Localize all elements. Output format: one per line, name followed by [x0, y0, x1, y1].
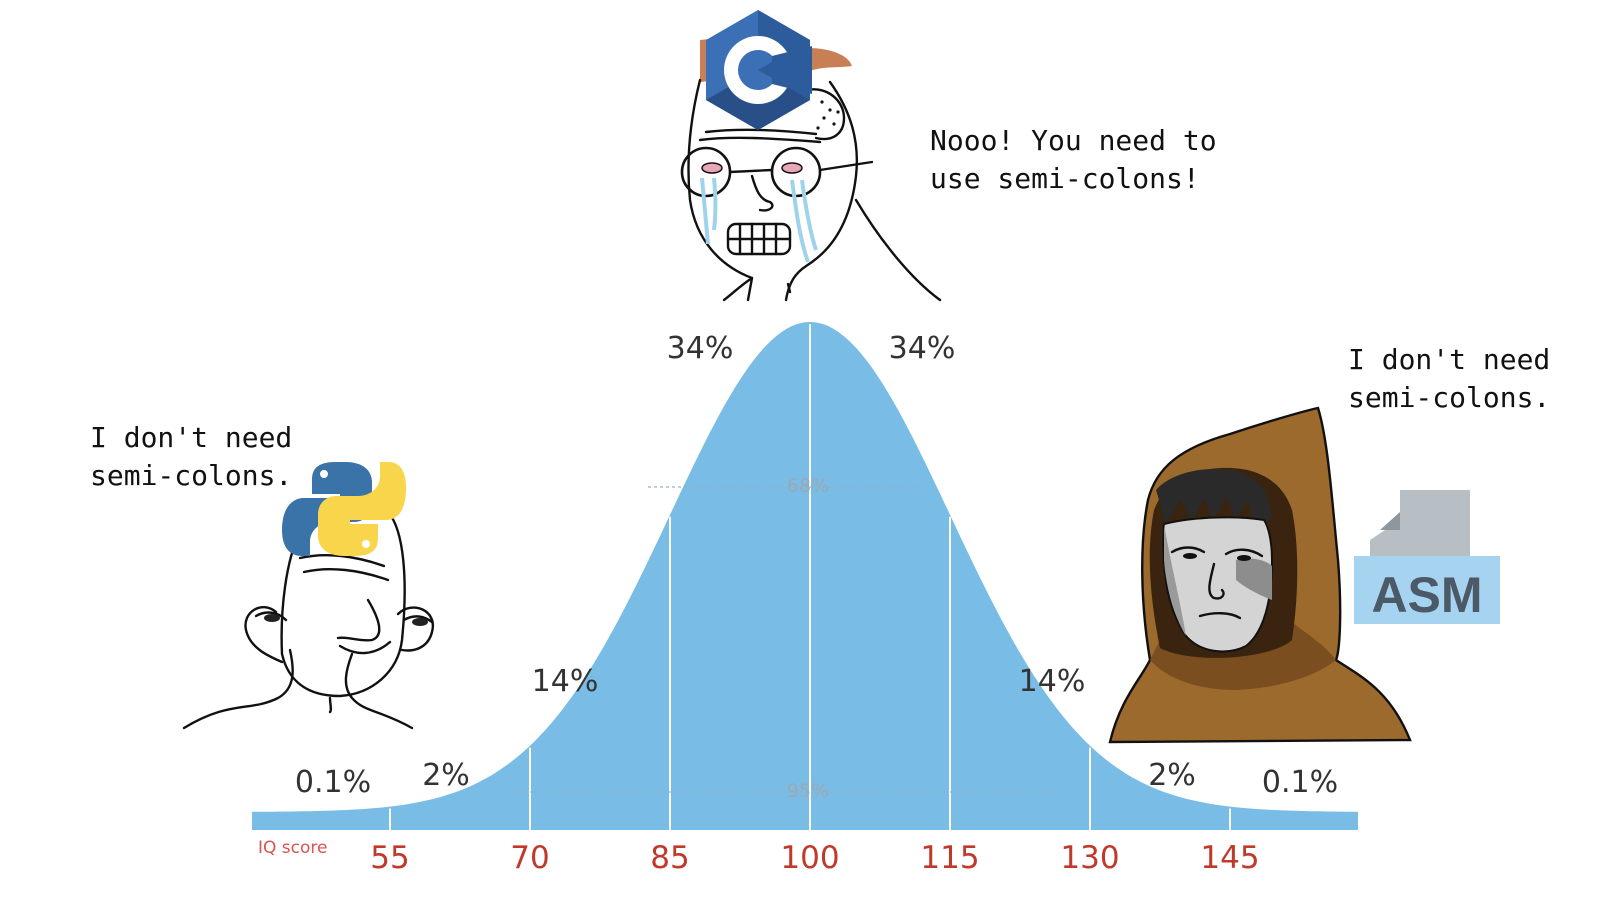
- range-label-68: 68%: [787, 475, 829, 497]
- asm-logo: ASM: [1354, 490, 1500, 624]
- middle-caption: Nooo! You need to use semi-colons!: [930, 124, 1217, 195]
- sd-divider-lines: [389, 324, 1231, 830]
- band-label-right-tail: 0.1%: [1262, 765, 1338, 800]
- range-label-95: 95%: [787, 780, 829, 802]
- right-caption-line-1: I don't need: [1348, 343, 1550, 376]
- x-tick-label-100: 100: [780, 840, 839, 876]
- left-wojak-eye-right: [412, 618, 428, 626]
- left-caption-line-2: semi-colons.: [90, 459, 292, 492]
- x-tick-label-55: 55: [370, 840, 409, 876]
- band-label-right-34pct: 34%: [889, 331, 956, 366]
- x-axis-label: IQ score: [258, 838, 327, 858]
- middle-caption-line-2: use semi-colons!: [930, 162, 1200, 195]
- x-tick-label-130: 130: [1060, 840, 1119, 876]
- middle-crying-wojak-character: [680, 10, 942, 302]
- right-caption: I don't need semi-colons.: [1348, 343, 1550, 414]
- asm-logo-text: ASM: [1371, 567, 1482, 623]
- middle-caption-line-1: Nooo! You need to: [930, 124, 1217, 157]
- bell-curve-chart: 68% 95% 0.1% 2% 14% 34% 34% 14% 2% 0.1% …: [252, 322, 1358, 876]
- x-tick-labels: 55 70 85 100 115 130 145: [370, 840, 1259, 876]
- band-label-left-tail: 0.1%: [295, 765, 371, 800]
- left-caption: I don't need semi-colons.: [90, 421, 292, 492]
- band-label-left-2pct: 2%: [422, 758, 470, 793]
- c-language-logo-icon: [706, 10, 812, 130]
- x-tick-label-115: 115: [920, 840, 979, 876]
- x-tick-label-85: 85: [650, 840, 689, 876]
- left-wojak-character: [182, 462, 435, 730]
- left-wojak-eye-left: [264, 614, 280, 622]
- asm-logo-banner: [1354, 556, 1500, 624]
- band-label-left-34pct: 34%: [667, 331, 734, 366]
- x-tick-label-145: 145: [1200, 840, 1259, 876]
- band-label-right-14pct: 14%: [1019, 664, 1086, 699]
- band-label-left-14pct: 14%: [532, 664, 599, 699]
- python-logo-icon: [282, 462, 406, 556]
- right-caption-line-2: semi-colons.: [1348, 381, 1550, 414]
- right-hooded-character: [1108, 406, 1412, 744]
- left-caption-line-1: I don't need: [90, 421, 292, 454]
- band-label-right-2pct: 2%: [1148, 758, 1196, 793]
- bell-curve-area: [252, 322, 1358, 830]
- x-tick-label-70: 70: [510, 840, 549, 876]
